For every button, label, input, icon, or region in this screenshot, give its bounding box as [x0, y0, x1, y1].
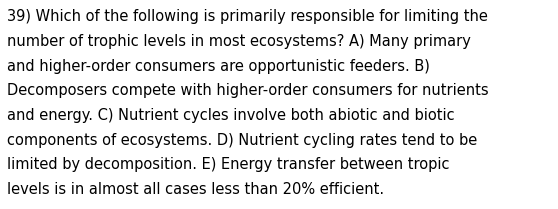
Text: number of trophic levels in most ecosystems? A) Many primary: number of trophic levels in most ecosyst…	[7, 34, 470, 49]
Text: and energy. C) Nutrient cycles involve both abiotic and biotic: and energy. C) Nutrient cycles involve b…	[7, 108, 454, 123]
Text: levels is in almost all cases less than 20% efficient.: levels is in almost all cases less than …	[7, 182, 384, 197]
Text: and higher-order consumers are opportunistic feeders. B): and higher-order consumers are opportuni…	[7, 59, 430, 74]
Text: Decomposers compete with higher-order consumers for nutrients: Decomposers compete with higher-order co…	[7, 83, 488, 98]
Text: components of ecosystems. D) Nutrient cycling rates tend to be: components of ecosystems. D) Nutrient cy…	[7, 133, 477, 148]
Text: limited by decomposition. E) Energy transfer between tropic: limited by decomposition. E) Energy tran…	[7, 157, 449, 172]
Text: 39) Which of the following is primarily responsible for limiting the: 39) Which of the following is primarily …	[7, 9, 488, 24]
